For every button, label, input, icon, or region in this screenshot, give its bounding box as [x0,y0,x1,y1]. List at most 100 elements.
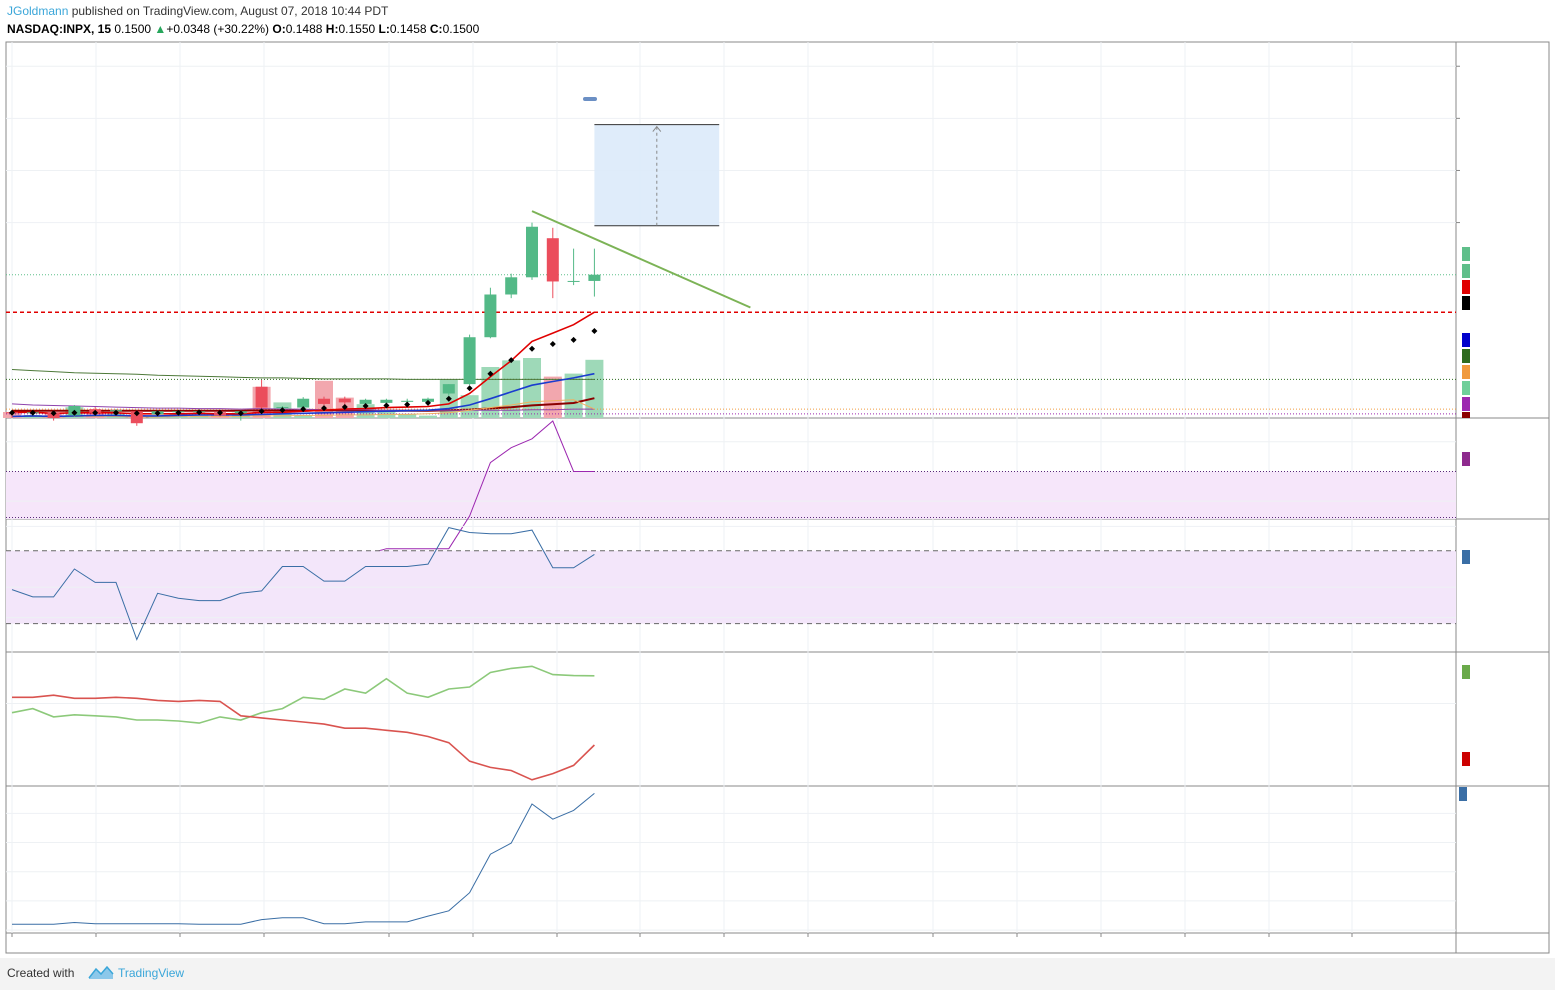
candle-body [359,399,372,404]
ma20-dot [300,406,307,413]
ma20-dot [425,399,431,406]
ma20-dot [591,327,598,334]
ma-orange-line [12,399,595,418]
ma20-dot [362,403,369,410]
price-axis-tag [1462,280,1470,294]
volume-bar [543,376,562,418]
price-change: +0.0348 (+30.22%) [166,22,270,36]
ma20-dot [154,410,161,417]
low-label: L: [378,22,390,36]
volume-bar [460,395,479,418]
ma20-dot [466,385,473,392]
price-axis-tag [1462,365,1470,379]
wr-line [11,527,595,641]
price-axis-tag [1462,349,1470,363]
tradingview-logo-icon [88,965,114,979]
publish-info: published on TradingView.com, August 07,… [68,4,389,18]
candle-body [338,398,351,403]
volume-bar [398,413,417,418]
ma20-dot [175,409,182,416]
volume-bar [294,415,313,418]
price-axis-tag [1462,397,1470,411]
ma20-dot [133,410,140,417]
ma20-dot [113,409,119,416]
ma200-line [11,369,595,380]
ma20-dot [29,409,36,416]
candle-body [380,399,393,403]
candle-body [505,277,518,295]
candle-body [297,398,310,408]
close-label: C: [429,22,443,36]
volume-bar [419,415,437,418]
candle-body [463,337,476,385]
candle-body [442,384,455,394]
chart-header: JGoldmann published on TradingView.com, … [0,0,1555,42]
ma20-dot [279,407,286,414]
candle-body [130,411,143,424]
open-label: O: [272,22,286,36]
tradingview-link[interactable]: TradingView [118,966,185,980]
candle-body [567,280,580,282]
volume-bar [502,360,521,418]
volume-bar [523,358,541,418]
ma20-dot [71,409,78,416]
price-axis-tag [1462,247,1470,261]
price-axis-tag [1462,381,1470,395]
ema9-line [11,372,595,418]
ma20-dot [383,402,390,409]
price-axis-tag [1462,333,1470,347]
ma20-dot [196,409,203,416]
candle-body [318,398,330,404]
ma20-dot [92,409,99,416]
symbol-label: NASDAQ:INPX, 15 [7,22,112,36]
candle-body [255,386,268,408]
candle-body [588,274,601,281]
vi-plus-tag [1462,665,1470,679]
ma20-dot [50,410,57,417]
ma20-dot [508,357,515,364]
candle-body [526,226,538,278]
measure-label [582,96,597,101]
last-price: 0.1500 [114,22,152,36]
ma20-dot [321,405,327,412]
candle-body [546,238,559,282]
high-label: H: [325,22,339,36]
volume-bar [564,373,583,418]
low-value: 0.1458 [389,22,427,36]
vi-minus-tag [1462,752,1470,766]
ma20-dot [341,404,348,411]
ma20-dot [258,408,265,415]
author-link[interactable]: JGoldmann [7,4,69,18]
ma20-dot [570,336,577,343]
candle-body [484,294,497,338]
price-axis-tag [1462,296,1470,310]
close-value: 0.1500 [442,22,480,36]
ma20-dot [529,345,535,352]
measure-arrow-head [652,125,662,132]
high-value: 0.1550 [338,22,376,36]
ma20-dot [445,395,452,402]
rsi-band [6,471,1456,519]
price-axis-tag [1462,264,1470,278]
rsi-value-tag [1462,452,1470,466]
publish-line: JGoldmann published on TradingView.com, … [7,4,388,18]
candle-body [401,400,414,402]
trendline [531,210,751,309]
created-with-label: Created with [7,966,75,980]
wr-value-tag [1462,550,1470,564]
ohlc-line: NASDAQ:INPX, 15 0.1500 ▲+0.0348 (+30.22%… [7,22,479,36]
obv-value-tag [1459,787,1467,801]
obv-line [12,793,595,925]
ma20-dot [549,341,556,347]
ma20-dot [9,409,15,416]
ma20-dot [404,401,411,408]
vi-plus-line [11,665,595,724]
price-axis-tag [1462,412,1470,418]
up-triangle-icon: ▲ [154,22,167,36]
footer: Created with TradingView [0,958,1555,990]
ma20-dot [487,370,494,377]
chart-canvas[interactable] [0,0,1555,958]
ma20-dot [217,409,223,416]
vi-minus-line [12,694,595,781]
ma20-dot [237,410,244,417]
